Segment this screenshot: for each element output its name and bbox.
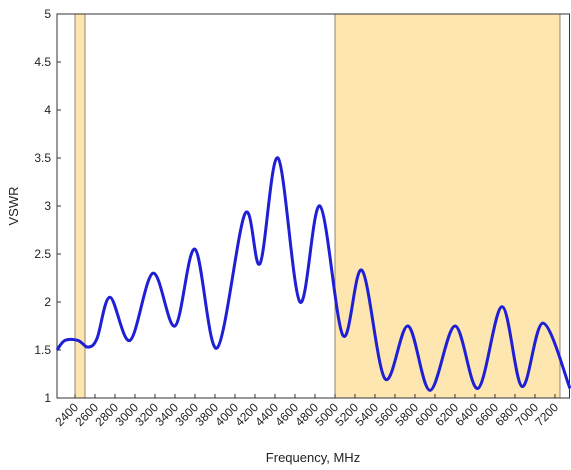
shaded-band [334,13,561,399]
y-tick-label: 5 [44,7,51,21]
y-tick-label: 3.5 [34,151,51,165]
y-tick-label: 4.5 [34,55,51,69]
y-axis-label: VSWR [6,187,21,226]
y-tick-label: 1.5 [34,343,51,357]
y-tick-label: 2 [44,295,51,309]
y-tick-label: 2.5 [34,247,51,261]
x-tick-label: 7200 [532,400,561,429]
x-axis-label: Frequency, MHz [266,450,360,465]
y-tick-label: 4 [44,103,51,117]
vswr-line [55,156,571,392]
y-tick-label: 3 [44,199,51,213]
y-tick-label: 1 [44,391,51,405]
